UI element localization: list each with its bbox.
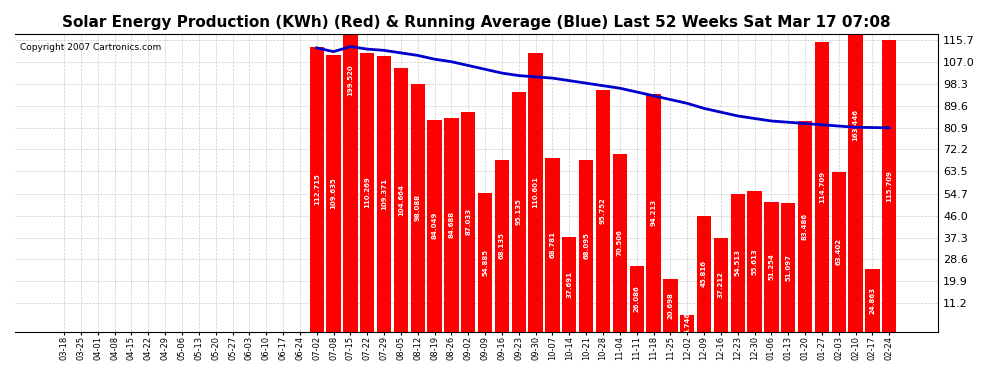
Text: 114.709: 114.709 [819,171,825,203]
Text: 110.601: 110.601 [533,176,539,208]
Text: 6.746: 6.746 [684,312,690,334]
Bar [613,154,627,332]
Text: 51.254: 51.254 [768,254,774,280]
Text: 87.033: 87.033 [465,208,471,236]
Bar [327,55,341,332]
Bar [445,118,458,332]
Text: Copyright 2007 Cartronics.com: Copyright 2007 Cartronics.com [20,43,160,52]
Bar [495,160,509,332]
Text: 163.446: 163.446 [852,110,858,141]
Bar [865,269,879,332]
Bar [562,237,576,332]
Bar [731,194,744,332]
Text: 84.049: 84.049 [432,212,438,239]
Bar [714,238,728,332]
Bar [428,120,442,332]
Bar [781,203,795,332]
Bar [579,160,593,332]
Bar [832,172,845,332]
Text: 24.863: 24.863 [869,287,875,314]
Bar [545,158,559,332]
Text: 115.709: 115.709 [886,170,892,202]
Bar [747,191,761,332]
Text: 20.698: 20.698 [667,292,673,319]
Bar [512,92,526,332]
Bar [848,0,862,332]
Text: 83.486: 83.486 [802,213,808,240]
Text: 37.212: 37.212 [718,271,724,298]
Bar [663,279,677,332]
Bar [630,266,644,332]
Bar [360,54,374,332]
Text: 110.269: 110.269 [364,177,370,209]
Bar [478,193,492,332]
Text: 84.688: 84.688 [448,211,454,238]
Bar [344,0,357,332]
Bar [882,40,896,332]
Bar [697,216,711,332]
Text: 54.885: 54.885 [482,249,488,276]
Bar [646,94,660,332]
Bar [798,121,812,332]
Bar [377,56,391,332]
Bar [461,112,475,332]
Title: Solar Energy Production (KWh) (Red) & Running Average (Blue) Last 52 Weeks Sat M: Solar Energy Production (KWh) (Red) & Ru… [62,15,891,30]
Text: 199.520: 199.520 [347,64,353,96]
Text: 95.135: 95.135 [516,198,522,225]
Text: 55.613: 55.613 [751,248,757,275]
Text: 51.097: 51.097 [785,254,791,280]
Bar [529,53,543,332]
Bar [310,47,324,332]
Text: 95.752: 95.752 [600,198,606,224]
Text: 94.213: 94.213 [650,199,656,226]
Text: 68.095: 68.095 [583,232,589,259]
Text: 112.715: 112.715 [314,174,320,206]
Text: 70.506: 70.506 [617,229,623,256]
Bar [596,90,610,332]
Text: 98.088: 98.088 [415,194,421,222]
Text: 109.635: 109.635 [331,177,337,209]
Text: 54.513: 54.513 [735,249,741,276]
Text: 63.402: 63.402 [836,238,842,265]
Text: 26.086: 26.086 [634,285,640,312]
Text: 68.135: 68.135 [499,232,505,259]
Text: 109.371: 109.371 [381,178,387,210]
Bar [411,84,425,332]
Bar [764,202,778,332]
Bar [815,42,829,332]
Bar [394,68,408,332]
Text: 104.664: 104.664 [398,184,404,216]
Text: 68.781: 68.781 [549,231,555,258]
Bar [680,315,694,332]
Text: 37.691: 37.691 [566,270,572,297]
Text: 45.816: 45.816 [701,260,707,287]
